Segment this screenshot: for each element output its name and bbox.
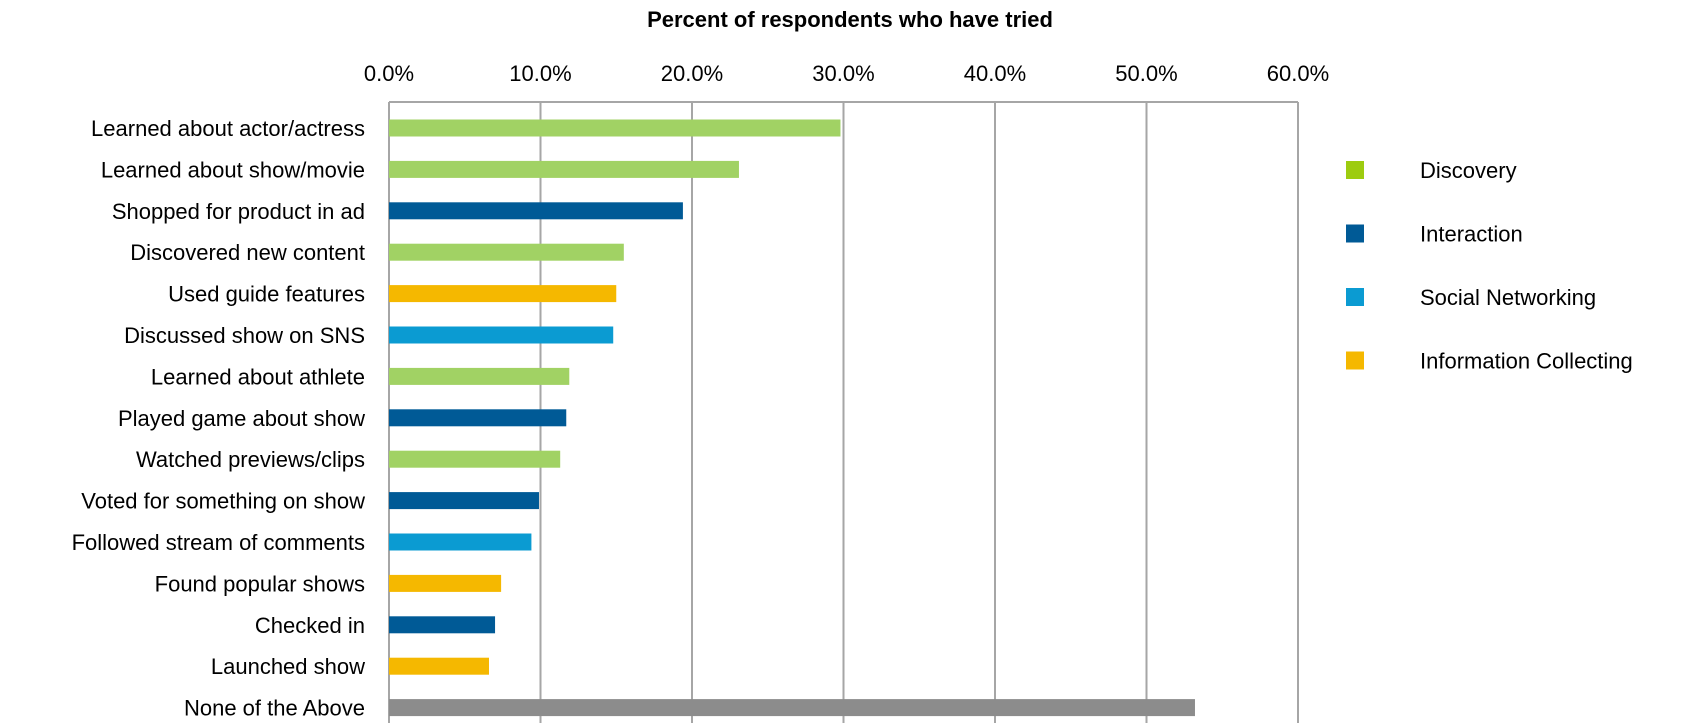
bar bbox=[389, 160, 739, 178]
bar bbox=[389, 326, 614, 344]
category-label: Learned about show/movie bbox=[101, 157, 365, 182]
bars bbox=[389, 119, 1195, 717]
bar bbox=[389, 657, 489, 675]
legend-swatch bbox=[1346, 351, 1364, 370]
bar bbox=[389, 574, 502, 592]
x-axis-ticks: 0.0% 10.0% 20.0% 30.0% 40.0% 50.0% 60.0% bbox=[364, 61, 1329, 86]
category-label: Played game about show bbox=[118, 406, 365, 431]
x-tick-label: 20.0% bbox=[661, 61, 723, 86]
category-label: Watched previews/clips bbox=[136, 447, 365, 472]
legend-label: Discovery bbox=[1420, 158, 1517, 183]
x-tick-label: 30.0% bbox=[812, 61, 874, 86]
bar bbox=[389, 367, 570, 385]
category-label: Checked in bbox=[255, 613, 365, 638]
chart-title: Percent of respondents who have tried bbox=[647, 7, 1053, 32]
legend-label: Interaction bbox=[1420, 222, 1523, 247]
category-label: Followed stream of comments bbox=[72, 530, 365, 555]
category-label: Learned about athlete bbox=[151, 364, 365, 389]
legend-label: Social Networking bbox=[1420, 285, 1596, 310]
x-tick-label: 0.0% bbox=[364, 61, 414, 86]
category-label: Discovered new content bbox=[130, 240, 365, 265]
bar bbox=[389, 243, 624, 261]
legend: Discovery Interaction Social Networking Inf… bbox=[1346, 158, 1633, 374]
category-label: Shopped for product in ad bbox=[112, 199, 365, 224]
legend-swatch bbox=[1346, 224, 1364, 243]
bar bbox=[389, 202, 683, 220]
bar bbox=[389, 533, 532, 551]
legend-label: Information Collecting bbox=[1420, 349, 1633, 374]
bar bbox=[389, 450, 561, 468]
category-labels: Learned about actor/actress Learned about… bbox=[72, 116, 366, 721]
category-label: Voted for something on show bbox=[81, 489, 365, 514]
category-label: None of the Above bbox=[184, 696, 365, 721]
category-label: Found popular shows bbox=[155, 571, 365, 596]
bar bbox=[389, 285, 617, 303]
bar bbox=[389, 492, 539, 510]
bar bbox=[389, 409, 567, 427]
bar bbox=[389, 119, 841, 137]
category-label: Discussed show on SNS bbox=[124, 323, 365, 348]
x-tick-label: 10.0% bbox=[509, 61, 571, 86]
x-tick-label: 50.0% bbox=[1115, 61, 1177, 86]
category-label: Learned about actor/actress bbox=[91, 116, 365, 141]
bar bbox=[389, 616, 496, 634]
x-tick-label: 60.0% bbox=[1267, 61, 1329, 86]
legend-swatch bbox=[1346, 288, 1364, 306]
category-label: Launched show bbox=[211, 654, 365, 679]
x-tick-label: 40.0% bbox=[964, 61, 1026, 86]
category-label: Used guide features bbox=[168, 282, 365, 307]
legend-swatch bbox=[1346, 161, 1364, 179]
bar bbox=[389, 699, 1195, 717]
